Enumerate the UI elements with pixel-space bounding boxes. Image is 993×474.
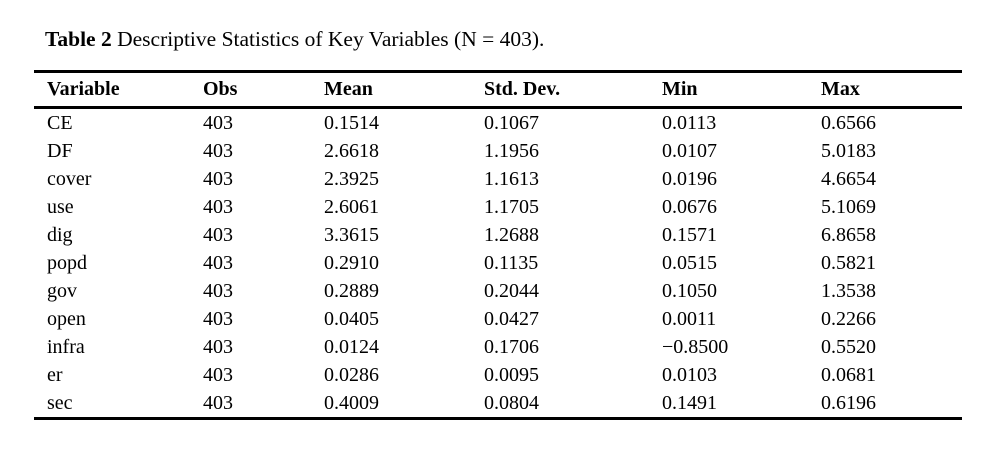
value-cell: 0.0681	[821, 363, 876, 386]
value-cell: 2.3925	[324, 167, 379, 190]
column-header: Max	[808, 71, 962, 109]
value-cell: 403	[203, 223, 233, 246]
value-cell: 0.0011	[662, 307, 717, 330]
value-cell: 0.0095	[484, 363, 539, 386]
value-cell: 0.2910	[324, 251, 379, 274]
variable-name-cell: dig	[47, 223, 73, 246]
variable-name-cell: infra	[47, 335, 85, 358]
value-cell: 1.1956	[484, 139, 539, 162]
value-cell: 0.0124	[324, 335, 379, 358]
value-cell: 403	[203, 307, 233, 330]
column-header: Std. Dev.	[471, 71, 649, 109]
value-cell: 0.0427	[484, 307, 539, 330]
table-row: CE 403 0.1514 0.1067 0.0113 0.6566	[34, 108, 962, 138]
value-cell: 0.0286	[324, 363, 379, 386]
value-cell: 1.1705	[484, 195, 539, 218]
table-row: er 403 0.0286 0.0095 0.0103 0.0681	[34, 361, 962, 389]
value-cell: 403	[203, 111, 233, 134]
column-header: Variable	[34, 71, 190, 109]
variable-name-cell: open	[47, 307, 86, 330]
value-cell: 403	[203, 279, 233, 302]
value-cell: 0.0103	[662, 363, 717, 386]
variable-name-cell: sec	[47, 391, 73, 414]
value-cell: 0.0804	[484, 391, 539, 414]
table-row: DF 403 2.6618 1.1956 0.0107 5.0183	[34, 137, 962, 165]
column-header: Mean	[311, 71, 471, 109]
value-cell: 1.2688	[484, 223, 539, 246]
value-cell: 403	[203, 195, 233, 218]
value-cell: 0.5520	[821, 335, 876, 358]
value-cell: 403	[203, 363, 233, 386]
value-cell: 0.6566	[821, 111, 876, 134]
table-head: Variable Obs Mean Std. Dev. Min Max	[34, 71, 962, 109]
value-cell: 6.8658	[821, 223, 876, 246]
value-cell: 0.1491	[662, 391, 717, 414]
value-cell: 0.0196	[662, 167, 717, 190]
value-cell: 1.1613	[484, 167, 539, 190]
table-row: popd 403 0.2910 0.1135 0.0515 0.5821	[34, 249, 962, 277]
value-cell: 0.0107	[662, 139, 717, 162]
value-cell: 0.1067	[484, 111, 539, 134]
value-cell: 0.1135	[484, 251, 539, 274]
value-cell: 0.2044	[484, 279, 539, 302]
table-row: infra 403 0.0124 0.1706 −0.8500 0.5520	[34, 333, 962, 361]
table-row: gov 403 0.2889 0.2044 0.1050 1.3538	[34, 277, 962, 305]
variable-name-cell: cover	[47, 167, 92, 190]
value-cell: 403	[203, 335, 233, 358]
value-cell: 403	[203, 139, 233, 162]
value-cell: 0.6196	[821, 391, 876, 414]
variable-name-cell: gov	[47, 279, 77, 302]
value-cell: 5.0183	[821, 139, 876, 162]
value-cell: 0.1514	[324, 111, 379, 134]
variable-name-cell: popd	[47, 251, 87, 274]
value-cell: 2.6061	[324, 195, 379, 218]
value-cell: 2.6618	[324, 139, 379, 162]
table-caption-label: Table 2	[45, 27, 112, 51]
table-row: use 403 2.6061 1.1705 0.0676 5.1069	[34, 193, 962, 221]
column-header: Min	[649, 71, 808, 109]
variable-name-cell: use	[47, 195, 74, 218]
column-header: Obs	[190, 71, 311, 109]
value-cell: −0.8500	[662, 335, 729, 358]
value-cell: 403	[203, 167, 233, 190]
value-cell: 0.1571	[662, 223, 717, 246]
table-body: CE 403 0.1514 0.1067 0.0113 0.6566 DF 403 2.6618…	[34, 108, 962, 419]
table-caption: Table 2 Descriptive Statistics of Key Va…	[45, 27, 544, 53]
value-cell: 0.0676	[662, 195, 717, 218]
value-cell: 1.3538	[821, 279, 876, 302]
value-cell: 0.2889	[324, 279, 379, 302]
table-row: sec 403 0.4009 0.0804 0.1491 0.6196	[34, 389, 962, 419]
value-cell: 403	[203, 391, 233, 414]
value-cell: 0.2266	[821, 307, 876, 330]
table-row: dig 403 3.3615 1.2688 0.1571 6.8658	[34, 221, 962, 249]
value-cell: 403	[203, 251, 233, 274]
table-row: open 403 0.0405 0.0427 0.0011 0.2266	[34, 305, 962, 333]
value-cell: 5.1069	[821, 195, 876, 218]
value-cell: 0.1050	[662, 279, 717, 302]
table-caption-text: Descriptive Statistics of Key Variables …	[117, 27, 545, 51]
value-cell: 4.6654	[821, 167, 876, 190]
variable-name-cell: CE	[47, 111, 73, 134]
header-row: Variable Obs Mean Std. Dev. Min Max	[34, 71, 962, 109]
value-cell: 0.0515	[662, 251, 717, 274]
value-cell: 0.5821	[821, 251, 876, 274]
value-cell: 0.0405	[324, 307, 379, 330]
table-row: cover 403 2.3925 1.1613 0.0196 4.6654	[34, 165, 962, 193]
variable-name-cell: er	[47, 363, 63, 386]
value-cell: 0.4009	[324, 391, 379, 414]
value-cell: 0.1706	[484, 335, 539, 358]
value-cell: 0.0113	[662, 111, 717, 134]
descriptive-statistics-table: Variable Obs Mean Std. Dev. Min Max CE 403 0.15…	[34, 70, 962, 420]
variable-name-cell: DF	[47, 139, 73, 162]
value-cell: 3.3615	[324, 223, 379, 246]
